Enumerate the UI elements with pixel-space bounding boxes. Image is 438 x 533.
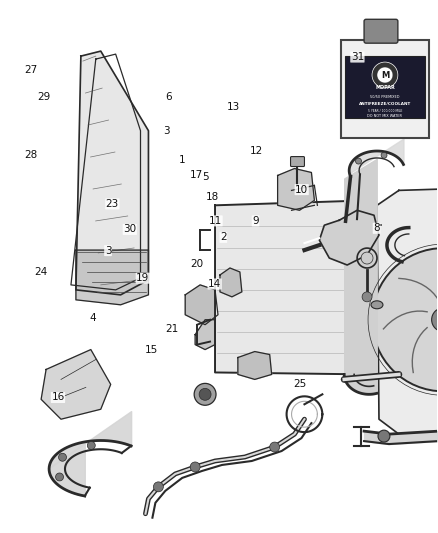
Text: 14: 14	[208, 279, 221, 289]
Text: 24: 24	[34, 267, 47, 277]
Text: 3: 3	[105, 246, 111, 256]
Circle shape	[190, 462, 200, 472]
Text: 18: 18	[206, 191, 219, 201]
Text: 17: 17	[190, 171, 203, 180]
Circle shape	[372, 62, 398, 88]
Polygon shape	[195, 320, 215, 350]
Text: 50/50 PREMIXED: 50/50 PREMIXED	[370, 95, 400, 99]
Text: 10: 10	[295, 184, 308, 195]
Text: 25: 25	[293, 379, 307, 389]
Text: 31: 31	[351, 52, 364, 62]
Circle shape	[378, 430, 390, 442]
Circle shape	[194, 383, 216, 405]
Polygon shape	[76, 51, 148, 295]
Text: 5 YEAR / 100,000 MILE: 5 YEAR / 100,000 MILE	[368, 109, 402, 113]
Text: 21: 21	[166, 324, 179, 334]
FancyBboxPatch shape	[345, 56, 425, 118]
FancyBboxPatch shape	[364, 19, 398, 43]
Text: 11: 11	[209, 216, 222, 226]
Polygon shape	[220, 268, 242, 297]
Text: 29: 29	[37, 92, 51, 102]
Circle shape	[56, 473, 64, 481]
Circle shape	[381, 152, 387, 158]
FancyBboxPatch shape	[341, 41, 429, 138]
Polygon shape	[215, 200, 369, 375]
Polygon shape	[238, 352, 272, 379]
Text: 4: 4	[89, 313, 96, 323]
Ellipse shape	[371, 301, 383, 309]
Text: ANTIFREEZE/COOLANT: ANTIFREEZE/COOLANT	[359, 102, 411, 106]
Circle shape	[199, 389, 211, 400]
Circle shape	[270, 442, 279, 452]
Text: 3: 3	[163, 126, 170, 136]
Text: 27: 27	[25, 66, 38, 75]
Text: 28: 28	[25, 150, 38, 160]
Circle shape	[153, 482, 163, 492]
Polygon shape	[41, 350, 111, 419]
Text: 2: 2	[220, 232, 226, 243]
Circle shape	[431, 308, 438, 332]
Circle shape	[87, 441, 95, 449]
Text: 19: 19	[136, 273, 149, 283]
Text: M: M	[381, 70, 389, 79]
Circle shape	[59, 453, 67, 461]
Text: 12: 12	[250, 147, 263, 157]
Polygon shape	[377, 185, 438, 434]
Circle shape	[361, 252, 373, 264]
Text: 15: 15	[145, 345, 158, 356]
Text: 5: 5	[202, 172, 208, 182]
Text: MOPAR: MOPAR	[375, 85, 395, 91]
Circle shape	[377, 67, 393, 83]
Polygon shape	[278, 168, 314, 211]
Circle shape	[372, 248, 438, 391]
Text: 9: 9	[252, 216, 259, 226]
Text: 6: 6	[166, 92, 172, 102]
FancyBboxPatch shape	[290, 157, 304, 166]
Text: 23: 23	[106, 199, 119, 209]
Circle shape	[362, 292, 372, 302]
Text: 1: 1	[179, 156, 185, 165]
Text: DO NOT MIX WATER: DO NOT MIX WATER	[367, 114, 403, 118]
Text: 20: 20	[191, 259, 204, 269]
Text: 16: 16	[51, 392, 64, 402]
Text: 13: 13	[227, 102, 240, 112]
Text: 30: 30	[123, 224, 136, 235]
Text: 8: 8	[373, 223, 380, 233]
Polygon shape	[185, 285, 218, 325]
Polygon shape	[76, 250, 148, 305]
Polygon shape	[319, 211, 379, 265]
Circle shape	[356, 158, 361, 164]
